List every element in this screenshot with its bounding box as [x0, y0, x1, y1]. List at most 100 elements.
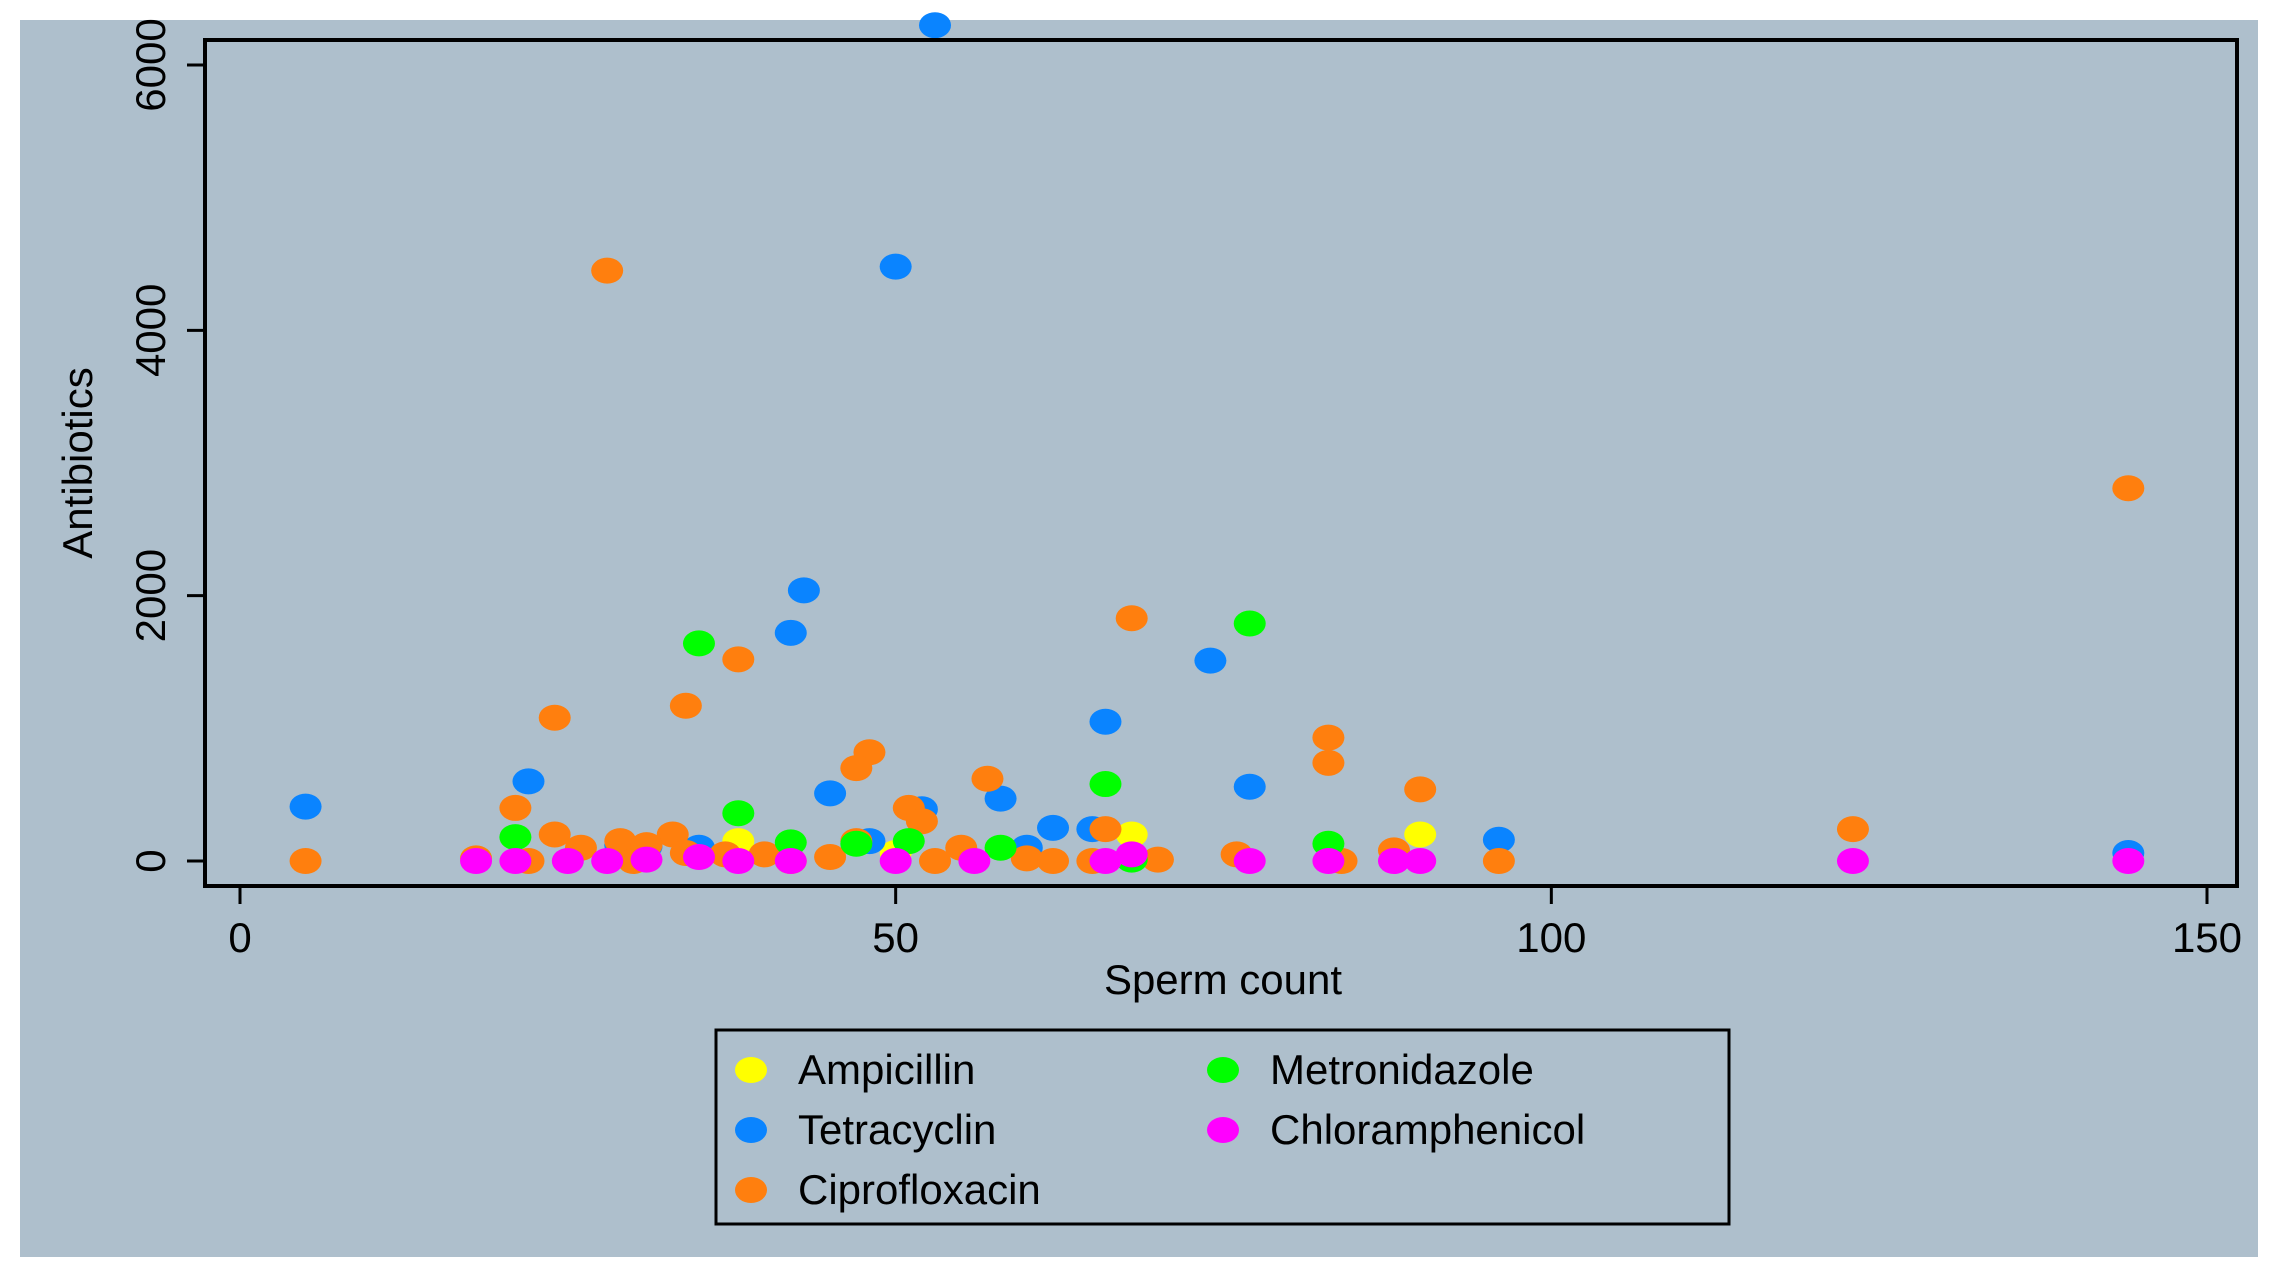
data-point-ciprofloxacin [722, 646, 755, 673]
data-point-tetracyclin [1233, 773, 1266, 800]
y-axis-label: Antibiotics [54, 367, 101, 558]
data-point-metronidazole [499, 824, 532, 851]
legend: Ampicillin Metronidazole Tetracyclin Chlora… [714, 1028, 1731, 1226]
y-tick-label: 6000 [127, 18, 174, 111]
x-tick-label: 150 [2172, 914, 2242, 961]
data-point-ciprofloxacin [1312, 724, 1345, 751]
legend-entry-ampicillin: Ampicillin [735, 1046, 975, 1093]
legend-marker [735, 1117, 767, 1143]
data-point-ciprofloxacin [840, 755, 873, 782]
data-point-metronidazole [1233, 610, 1266, 637]
data-point-metronidazole [774, 829, 807, 856]
data-point-ciprofloxacin [1836, 816, 1869, 843]
data-point-ciprofloxacin [748, 841, 781, 868]
data-point-chloramphenicol [722, 848, 755, 874]
data-point-metronidazole [892, 828, 925, 855]
legend-marker [1207, 1117, 1239, 1143]
data-point-tetracyclin [774, 619, 807, 646]
data-point-ciprofloxacin [591, 257, 624, 284]
data-point-ciprofloxacin [499, 794, 532, 821]
data-point-ciprofloxacin [1141, 846, 1174, 873]
data-point-metronidazole [1089, 771, 1122, 798]
data-point-ciprofloxacin [1115, 605, 1148, 632]
data-point-metronidazole [682, 630, 715, 657]
data-point-tetracyclin [289, 793, 322, 820]
data-point-chloramphenicol [1836, 848, 1869, 874]
data-point-metronidazole [984, 834, 1017, 861]
data-point-ciprofloxacin [538, 704, 571, 731]
data-point-tetracyclin [1089, 708, 1122, 735]
data-point-ciprofloxacin [905, 808, 938, 835]
data-point-tetracyclin [1037, 814, 1070, 841]
data-point-ampicillin [1404, 821, 1437, 848]
legend-marker [1207, 1057, 1239, 1083]
plot-frame [203, 38, 2239, 888]
data-point-chloramphenicol [774, 848, 807, 874]
data-point-ciprofloxacin [1010, 845, 1043, 872]
data-point-tetracyclin [984, 785, 1017, 812]
data-point-chloramphenicol [1089, 848, 1122, 874]
data-point-metronidazole [722, 800, 755, 827]
data-point-chloramphenicol [2112, 848, 2145, 874]
data-point-tetracyclin [1194, 647, 1227, 674]
plot-area [205, 40, 2237, 886]
data-point-chloramphenicol [630, 846, 663, 873]
data-point-chloramphenicol [591, 848, 624, 874]
legend-entry-metronidazole: Metronidazole [1207, 1046, 1534, 1093]
data-point-chloramphenicol [1404, 848, 1437, 874]
data-point-chloramphenicol [1377, 848, 1410, 874]
data-point-chloramphenicol [958, 848, 991, 874]
legend-entry-tetracyclin: Tetracyclin [735, 1106, 996, 1153]
legend-entry-ciprofloxacin: Ciprofloxacin [735, 1166, 1041, 1213]
data-point-tetracyclin [1482, 826, 1515, 853]
legend-label: Metronidazole [1270, 1046, 1534, 1093]
data-point-ciprofloxacin [538, 821, 571, 848]
data-point-tetracyclin [919, 12, 952, 39]
data-point-chloramphenicol [551, 848, 584, 874]
data-point-ciprofloxacin [1037, 848, 1070, 874]
x-tick-label: 50 [872, 914, 919, 961]
axis-layer: 0 50 100 150 0 2000 4000 6000 [127, 18, 2242, 961]
data-point-tetracyclin [787, 577, 820, 604]
data-point-chloramphenicol [682, 844, 715, 871]
data-point-chloramphenicol [1312, 848, 1345, 874]
data-point-ampicillin [1115, 821, 1148, 848]
data-point-chloramphenicol [1115, 841, 1148, 868]
legend-label: Ampicillin [798, 1046, 975, 1093]
data-point-ciprofloxacin [289, 848, 322, 874]
series-layer [289, 12, 2145, 874]
data-point-ciprofloxacin [604, 828, 637, 855]
data-point-ciprofloxacin [971, 765, 1004, 792]
legend-entry-chloramphenicol: Chloramphenicol [1207, 1106, 1585, 1153]
data-point-metronidazole [840, 830, 873, 857]
x-axis-label: Sperm count [1104, 956, 1342, 1003]
data-point-ciprofloxacin [1312, 749, 1345, 776]
data-point-tetracyclin [814, 780, 847, 807]
data-point-chloramphenicol [499, 848, 532, 874]
data-point-chloramphenicol [879, 848, 912, 874]
x-tick-label: 100 [1516, 914, 1586, 961]
legend-items: Ampicillin Metronidazole Tetracyclin Chlora… [735, 1046, 1585, 1213]
data-point-ciprofloxacin [1089, 816, 1122, 843]
series-chloramphenicol [460, 841, 2145, 874]
legend-label: Tetracyclin [798, 1106, 996, 1153]
data-point-chloramphenicol [460, 848, 493, 874]
legend-marker [735, 1177, 767, 1203]
data-point-chloramphenicol [1233, 848, 1266, 874]
legend-label: Chloramphenicol [1270, 1106, 1585, 1153]
data-point-tetracyclin [512, 768, 545, 795]
data-point-ciprofloxacin [919, 848, 952, 874]
data-point-ciprofloxacin [669, 692, 702, 719]
legend-label: Ciprofloxacin [798, 1166, 1041, 1213]
y-tick-label: 0 [127, 849, 174, 872]
data-point-ciprofloxacin [814, 844, 847, 871]
y-tick-label: 2000 [127, 549, 174, 642]
x-tick-label: 0 [228, 914, 251, 961]
data-point-ciprofloxacin [1404, 776, 1437, 803]
data-point-ciprofloxacin [1482, 848, 1515, 874]
y-tick-label: 4000 [127, 284, 174, 377]
data-point-tetracyclin [879, 253, 912, 280]
data-point-ciprofloxacin [2112, 475, 2145, 502]
